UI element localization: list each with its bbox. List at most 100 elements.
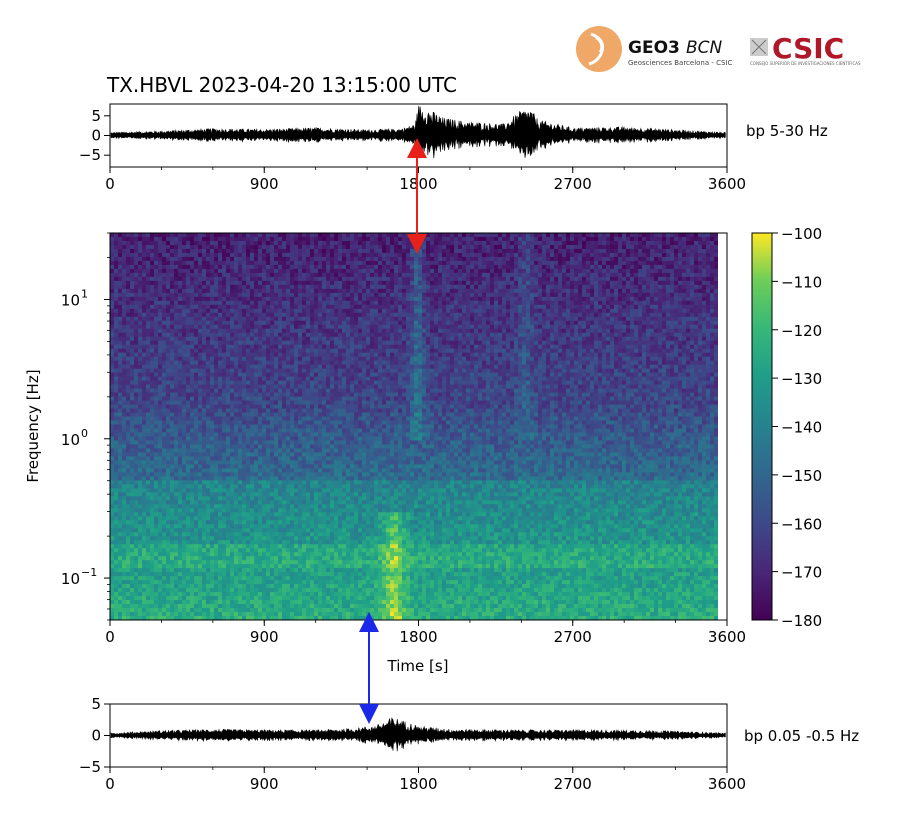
spectrogram-cell — [598, 260, 603, 266]
spectrogram-cell — [114, 304, 119, 310]
spectrogram-cell — [206, 348, 211, 354]
spectrogram-cell — [210, 268, 215, 274]
spectrogram-cell — [442, 356, 447, 362]
spectrogram-cell — [134, 284, 139, 290]
spectrogram-cell — [310, 240, 315, 246]
spectrogram-cell — [394, 256, 399, 262]
spectrogram-cell — [386, 352, 391, 358]
spectrogram-cell — [162, 360, 167, 366]
spectrogram-cell — [354, 348, 359, 354]
spectrogram-cell — [630, 276, 635, 282]
spectrogram-cell — [558, 316, 563, 322]
spectrogram-cell — [538, 272, 543, 278]
spectrogram-cell — [530, 292, 535, 298]
spectrogram-cell — [366, 324, 371, 330]
spectrogram-cell — [686, 352, 691, 358]
spectrogram-cell — [330, 316, 335, 322]
spectrogram-cell — [690, 248, 695, 254]
spectrogram-cell — [430, 276, 435, 282]
spectrogram-cell — [258, 280, 263, 286]
spectrogram-cell — [418, 240, 423, 246]
spectrogram-cell — [350, 352, 355, 358]
spectrogram-cell — [146, 304, 151, 310]
spectrogram-cell — [298, 264, 303, 270]
spectrogram-cell — [478, 312, 483, 318]
spectrogram-cell — [518, 324, 523, 330]
spectrogram-cell — [574, 336, 579, 342]
spectrogram-cell — [250, 332, 255, 338]
spectrogram-cell — [566, 292, 571, 298]
spectrogram-cell — [590, 324, 595, 330]
spectrogram-cell — [186, 244, 191, 250]
spectrogram-cell — [134, 296, 139, 302]
spectrogram-cell — [426, 292, 431, 298]
spectrogram-cell — [694, 348, 699, 354]
spectrogram-cell — [238, 328, 243, 334]
spectrogram-cell — [494, 348, 499, 354]
spectrogram-cell — [558, 344, 563, 350]
spectrogram-cell — [570, 324, 575, 330]
spectrogram-cell — [634, 356, 639, 362]
spectrogram-cell — [426, 248, 431, 254]
spectrogram-cell — [118, 324, 123, 330]
spectrogram-cell — [622, 320, 627, 326]
spectrogram-cell — [242, 348, 247, 354]
spectrogram-cell — [630, 260, 635, 266]
spectrogram-cell — [194, 236, 199, 242]
spectrogram-cell — [550, 260, 555, 266]
spectrogram-cell — [550, 280, 555, 286]
spectrogram-cell — [486, 300, 491, 306]
spectrogram-cell — [526, 328, 531, 334]
spectrogram-cell — [574, 272, 579, 278]
spectrogram-cell — [138, 256, 143, 262]
spectrogram-cell — [442, 248, 447, 254]
spectrogram-cell — [694, 296, 699, 302]
spectrogram-cell — [634, 308, 639, 314]
spectrogram-cell — [482, 236, 487, 242]
spectrogram-cell — [334, 348, 339, 354]
spectrogram-cell — [506, 252, 511, 258]
spectrogram-cell — [510, 268, 515, 274]
spectrogram-cell — [602, 284, 607, 290]
spectrogram-cell — [422, 316, 427, 322]
spectrogram-cell — [182, 276, 187, 282]
spectrogram-cell — [402, 340, 407, 346]
spectrogram-cell — [626, 308, 631, 314]
spectrogram-cell — [658, 352, 663, 358]
spectrogram-cell — [618, 248, 623, 254]
spectrogram-cell — [546, 288, 551, 294]
spectrogram-cell — [194, 276, 199, 282]
spectrogram-cell — [326, 300, 331, 306]
spectrogram-cell — [174, 324, 179, 330]
spectrogram-cell — [250, 244, 255, 250]
spectrogram-cell — [246, 264, 251, 270]
spectrogram-cell — [694, 233, 699, 238]
spectrogram-cell — [594, 332, 599, 338]
spectrogram-cell — [138, 324, 143, 330]
spectrogram-cell — [250, 252, 255, 258]
spectrogram-cell — [350, 324, 355, 330]
spectrogram-cell — [142, 288, 147, 294]
spectrogram-cell — [550, 264, 555, 270]
spectrogram-cell — [398, 344, 403, 350]
spectrogram-cell — [218, 324, 223, 330]
spectrogram-cell — [418, 304, 423, 310]
spectrogram-cell — [706, 300, 711, 306]
spectrogram-cell — [682, 344, 687, 350]
spectrogram-cell — [622, 316, 627, 322]
spectrogram-cell — [622, 272, 627, 278]
spectrogram-cell — [490, 244, 495, 250]
spectrogram-cell — [134, 268, 139, 274]
spectrogram-cell — [310, 356, 315, 362]
spectrogram-cell — [198, 264, 203, 270]
spectrogram-cell — [630, 240, 635, 246]
spectrogram-cell — [634, 260, 639, 266]
spectrogram-cell — [110, 336, 115, 342]
spectrogram-cell — [574, 268, 579, 274]
spectrogram-cell — [378, 296, 383, 302]
spectrogram-cell — [238, 244, 243, 250]
spectrogram-cell — [542, 244, 547, 250]
spectrogram-cell — [654, 340, 659, 346]
spectrogram-cell — [522, 256, 527, 262]
spectrogram-cell — [310, 268, 315, 274]
